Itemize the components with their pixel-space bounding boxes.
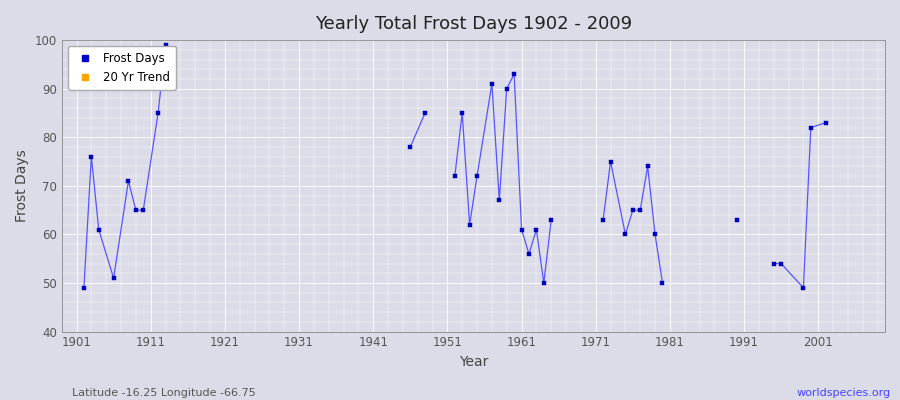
- Text: worldspecies.org: worldspecies.org: [796, 388, 891, 398]
- Y-axis label: Frost Days: Frost Days: [15, 150, 29, 222]
- X-axis label: Year: Year: [459, 355, 488, 369]
- Title: Yearly Total Frost Days 1902 - 2009: Yearly Total Frost Days 1902 - 2009: [315, 15, 632, 33]
- Text: Latitude -16.25 Longitude -66.75: Latitude -16.25 Longitude -66.75: [72, 388, 256, 398]
- Legend: Frost Days, 20 Yr Trend: Frost Days, 20 Yr Trend: [68, 46, 176, 90]
